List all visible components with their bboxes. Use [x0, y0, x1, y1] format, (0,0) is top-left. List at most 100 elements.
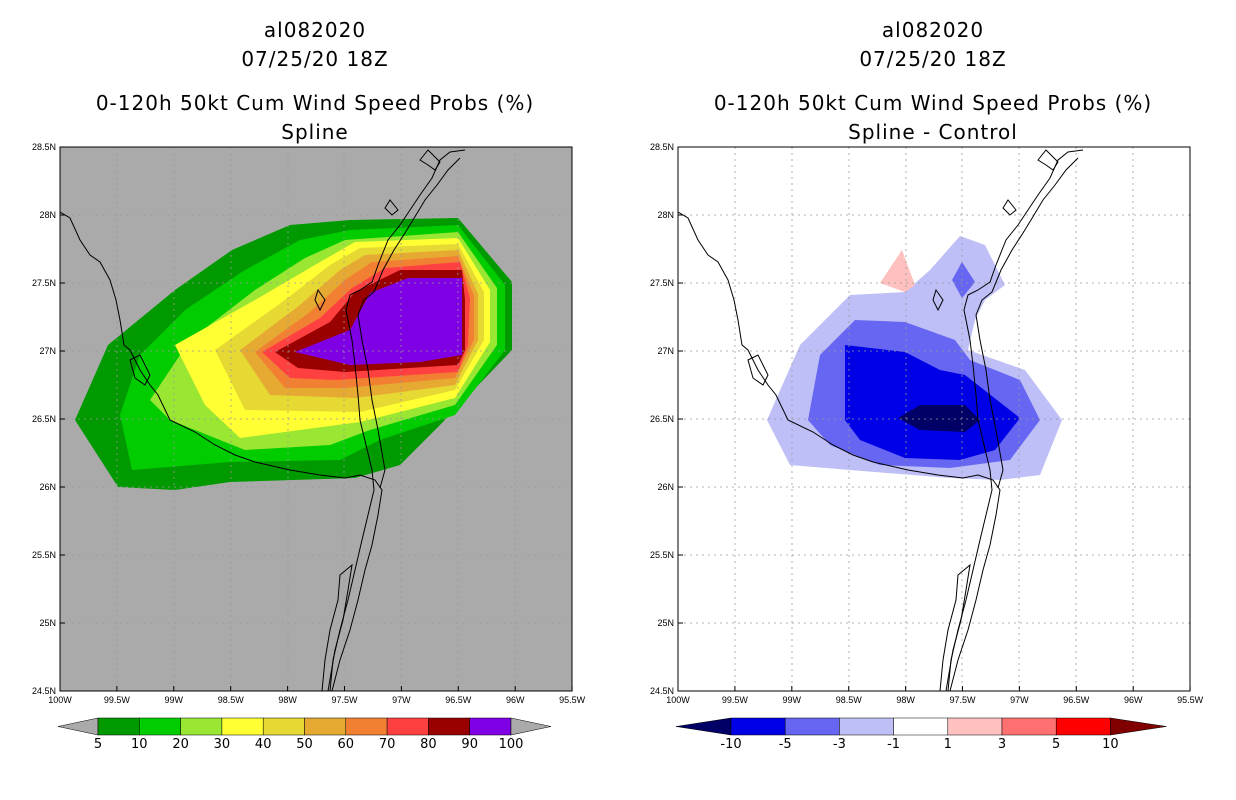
lat-tick-label: 27.5N: [32, 278, 56, 288]
colorbar-swatch: [139, 717, 181, 736]
colorbar-left-arrow: [675, 717, 732, 736]
diff-medium-blue-small: [952, 262, 975, 298]
lat-tick-label: 26N: [657, 482, 674, 492]
colorbar-label: 10: [1102, 737, 1119, 752]
colorbar-swatch: [304, 717, 347, 736]
colorbar-label: 20: [172, 737, 189, 752]
colorbar-swatch: [221, 717, 264, 736]
colorbar-swatch: [839, 717, 894, 736]
right-lon-tick-labels: 100W 99.5W 99W 98.5W 98W 97.5W 97W 96.5W 96W 95.5…: [666, 686, 1204, 705]
colorbar-label: 5: [94, 737, 102, 752]
lat-tick-label: 28N: [39, 210, 56, 220]
right-coastline: [678, 149, 1084, 691]
colorbar-swatch: [893, 717, 949, 736]
lat-tick-label: 26.5N: [32, 414, 56, 424]
left-coastline: [60, 149, 466, 691]
lat-tick-label: 26N: [39, 482, 56, 492]
colorbar-left-arrow: [57, 717, 99, 736]
lat-tick-label: 27N: [657, 346, 674, 356]
colorbar-label: 10: [131, 737, 148, 752]
lat-tick-label: 25N: [657, 618, 674, 628]
lon-tick-label: 96.5W: [445, 695, 472, 705]
lon-tick-label: 95.5W: [559, 695, 586, 705]
left-colorbar: 5 10 20 30 40 50 60 70 80 90 100: [57, 717, 552, 752]
right-datetime: 07/25/20 18Z: [859, 47, 1007, 71]
lat-tick-label: 27.5N: [650, 278, 674, 288]
colorbar-swatch: [730, 717, 786, 736]
colorbar-label: -3: [833, 737, 846, 752]
colorbar-label: 70: [379, 737, 396, 752]
diff-blue: [845, 345, 1020, 460]
lon-tick-label: 98.5W: [836, 695, 863, 705]
lon-tick-label: 96W: [1124, 695, 1143, 705]
left-probability-contours: [75, 218, 512, 490]
colorbar-label: 40: [255, 737, 272, 752]
right-storm-id: al082020: [881, 18, 985, 42]
lat-tick-label: 25.5N: [32, 550, 56, 560]
right-gridlines: [678, 147, 1190, 691]
colorbar-swatch: [180, 717, 223, 736]
diff-light-red: [880, 250, 915, 292]
left-lon-tick-labels: 100W 99.5W 99W 98.5W 98W 97.5W 97W 96.5W 96W 95.5…: [48, 686, 586, 705]
colorbar-label: 60: [338, 737, 355, 752]
lon-tick-label: 99W: [165, 695, 184, 705]
colorbar-label: 90: [461, 737, 478, 752]
colorbar-label: 100: [499, 737, 524, 752]
colorbar-right-arrow: [510, 717, 552, 736]
lon-tick-label: 95.5W: [1177, 695, 1204, 705]
left-product-title: 0-120h 50kt Cum Wind Speed Probs (%): [95, 91, 535, 115]
colorbar-swatch: [428, 717, 470, 736]
lon-tick-label: 100W: [666, 695, 690, 705]
left-title-block: al082020 07/25/20 18Z 0-120h 50kt Cum Wi…: [58, 16, 572, 147]
lat-tick-label: 27N: [39, 346, 56, 356]
lon-tick-label: 98.5W: [218, 695, 245, 705]
lon-tick-label: 97W: [1010, 695, 1029, 705]
lon-tick-label: 98W: [896, 695, 915, 705]
diff-dark-blue: [898, 405, 980, 432]
colorbar-swatch: [947, 717, 1003, 736]
lon-tick-label: 99.5W: [104, 695, 131, 705]
lat-tick-label: 24.5N: [650, 686, 674, 696]
colorbar-swatch: [469, 717, 512, 736]
lon-tick-label: 97.5W: [331, 695, 358, 705]
lon-tick-label: 99.5W: [722, 695, 749, 705]
colorbar-label: -10: [720, 737, 741, 752]
left-datetime: 07/25/20 18Z: [241, 47, 389, 71]
colorbar-swatch: [386, 717, 429, 736]
colorbar-right-arrow: [1110, 717, 1167, 736]
colorbar-label: 3: [998, 737, 1006, 752]
lon-tick-label: 96.5W: [1063, 695, 1090, 705]
colorbar-swatch: [1001, 717, 1057, 736]
lat-tick-label: 28N: [657, 210, 674, 220]
right-lat-tick-labels: 28.5N 28N 27.5N 27N 26.5N 26N 25.5N 25N 24.5N: [650, 142, 683, 696]
right-product-title: 0-120h 50kt Cum Wind Speed Probs (%): [713, 91, 1153, 115]
colorbar-label: 30: [214, 737, 231, 752]
right-map-panel: 100W 99.5W 99W 98.5W 98W 97.5W 97W 96.5W 96W 95.5…: [650, 142, 1204, 752]
left-gridlines: [60, 147, 572, 691]
lat-tick-label: 25N: [39, 618, 56, 628]
colorbar-swatch: [262, 717, 305, 736]
lon-tick-label: 99W: [783, 695, 802, 705]
right-colorbar: -10 -5 -3 -1 1 3 5 10: [675, 717, 1167, 752]
lat-tick-label: 25.5N: [650, 550, 674, 560]
lat-tick-label: 28.5N: [32, 142, 56, 152]
right-subtitle: Spline - Control: [848, 120, 1018, 144]
colorbar-label: -5: [779, 737, 792, 752]
lat-tick-label: 26.5N: [650, 414, 674, 424]
lon-tick-label: 97W: [392, 695, 411, 705]
contour-90: [295, 278, 462, 365]
lat-tick-label: 28.5N: [650, 142, 674, 152]
colorbar-swatch: [97, 717, 140, 736]
colorbar-label: 80: [420, 737, 437, 752]
left-storm-id: al082020: [263, 18, 367, 42]
lon-tick-label: 100W: [48, 695, 72, 705]
lat-tick-label: 24.5N: [32, 686, 56, 696]
left-map-panel: 100W 99.5W 99W 98.5W 98W 97.5W 97W 96.5W 96W 95.5…: [32, 142, 586, 752]
colorbar-label: 1: [944, 737, 952, 752]
right-title-block: al082020 07/25/20 18Z 0-120h 50kt Cum Wi…: [676, 16, 1190, 147]
lon-tick-label: 97.5W: [949, 695, 976, 705]
left-lat-tick-labels: 28.5N 28N 27.5N 27N 26.5N 26N 25.5N 25N 24.5N: [32, 142, 65, 696]
colorbar-label: 50: [296, 737, 313, 752]
left-subtitle: Spline: [281, 120, 349, 144]
